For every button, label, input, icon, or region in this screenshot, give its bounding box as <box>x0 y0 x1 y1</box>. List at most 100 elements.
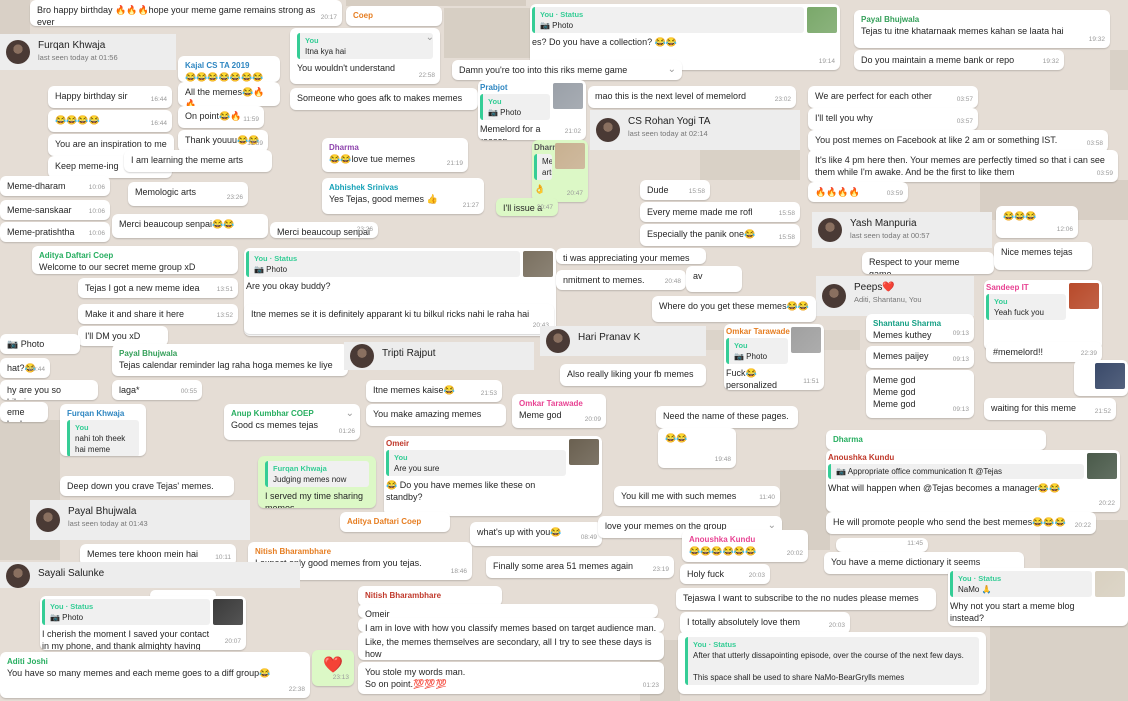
message-bubble[interactable]: Make it and share it here 13:52 <box>78 304 238 324</box>
message-bubble[interactable]: mao this is the next level of memelord 23… <box>588 86 796 108</box>
photo-thumbnail[interactable] <box>569 439 599 465</box>
message-bubble[interactable]: 😂😂😂😂 16:44 <box>48 110 172 132</box>
message-bubble[interactable]: Itne memes kaise😂 21:53 <box>366 380 502 402</box>
message-bubble[interactable]: Meme-pratishtha 10:06 <box>0 222 110 242</box>
message-bubble[interactable]: Finally some area 51 memes again 23:19 <box>486 556 674 578</box>
message-bubble[interactable]: Like, the memes themselves are secondary… <box>358 632 664 660</box>
message-bubble[interactable]: He will promote people who send the best… <box>826 512 1096 534</box>
quoted-message[interactable]: You nahi toh theek hai meme <box>67 420 139 456</box>
message-bubble[interactable]: Dharma Memologic arts 👌 20:47 <box>532 140 588 202</box>
photo-thumbnail[interactable] <box>1095 363 1125 389</box>
chat-header[interactable]: Furqan Khwaja last seen today at 01:56 <box>0 34 176 70</box>
message-bubble[interactable]: waiting for this meme 21:52 <box>984 398 1116 420</box>
message-bubble[interactable]: Someone who goes afk to makes memes <box>290 88 478 110</box>
message-bubble[interactable]: Itne memes se it is definitely apparant … <box>244 304 554 334</box>
chat-header[interactable]: CS Rohan Yogi TA last seen today at 02:14 <box>590 110 800 150</box>
message-bubble[interactable]: You post memes on Facebook at like 2 am … <box>808 130 1108 152</box>
message-bubble[interactable]: Omkar Tarawade Meme god 20:09 <box>512 394 606 428</box>
message-bubble[interactable]: Memologic arts 23:26 <box>128 182 248 206</box>
message-bubble[interactable]: Payal Bhujwala Tejas calendar reminder la… <box>112 344 348 376</box>
message-bubble[interactable]: Omeir You Are you sure 😂 Do you have memes … <box>384 436 602 516</box>
chat-header[interactable]: Yash Manpuria last seen today at 00:57 <box>812 212 992 248</box>
message-bubble[interactable]: You kill me with such memes 11:40 <box>614 486 780 506</box>
message-bubble[interactable]: We are perfect for each other 03:57 <box>808 86 978 108</box>
chevron-down-icon[interactable]: ⌄ <box>767 520 776 531</box>
message-bubble[interactable]: Omkar Tarawade You 📷 Photo Fuck😂 personaliz… <box>724 324 824 390</box>
message-bubble[interactable]: Happy birthday sir 16:44 <box>48 86 172 108</box>
message-bubble[interactable]: hy are you so hilarious <box>0 380 98 400</box>
photo-thumbnail[interactable] <box>1087 453 1117 479</box>
contact-avatar[interactable] <box>36 508 60 532</box>
chat-header[interactable]: Peeps❤️ Aditi, Shantanu, You <box>816 276 974 316</box>
chevron-down-icon[interactable]: ⌄ <box>425 32 434 43</box>
message-bubble[interactable]: You · Status 📷 Photo I cherish the moment … <box>40 596 246 650</box>
message-bubble[interactable]: You · Status NaMo 🙏 Why not you start a me… <box>948 568 1128 626</box>
message-bubble[interactable]: eme lord <box>0 402 48 422</box>
message-bubble[interactable]: Merci beaucoup senpai😂😂23:26 <box>270 222 378 238</box>
message-bubble[interactable]: You · Status 📷 Photo es? Do you have a col… <box>530 4 840 70</box>
message-bubble[interactable]: Payal Bhujwala Tejas tu itne khatarnaak m… <box>854 10 1110 48</box>
message-bubble[interactable]: #memelord!! 22:39 <box>986 342 1102 362</box>
photo-thumbnail[interactable] <box>1069 283 1099 309</box>
message-bubble[interactable]: Bro happy birthday 🔥🔥🔥hope your meme gam… <box>30 0 342 26</box>
message-bubble[interactable]: nmitment to memes. 20:48 <box>556 270 686 290</box>
message-bubble[interactable]: Aditya Daftari Coep <box>340 512 450 532</box>
message-bubble[interactable]: Memes tere khoon mein hai 10:11 <box>80 544 236 566</box>
message-bubble[interactable]: 😂😂😂 12:06 <box>996 206 1078 238</box>
message-bubble[interactable]: 11:45 <box>836 538 928 552</box>
contact-avatar[interactable] <box>6 40 30 64</box>
message-bubble[interactable]: I'll DM you xD <box>78 326 168 346</box>
contact-avatar[interactable] <box>822 284 846 308</box>
message-bubble[interactable]: ❤️ 23:13 <box>312 650 354 686</box>
message-bubble[interactable]: laga* 00:55 <box>112 380 202 400</box>
chat-header[interactable]: Payal Bhujwala last seen today at 01:43 <box>30 500 250 540</box>
message-bubble[interactable]: Aditi Joshi You have so many memes and ea… <box>0 652 310 698</box>
contact-avatar[interactable] <box>546 329 570 353</box>
message-bubble[interactable]: Dharma <box>826 430 1046 450</box>
message-bubble[interactable]: You stole my words man. So on point.💯💯💯 0… <box>358 662 664 694</box>
chevron-down-icon[interactable]: ⌄ <box>345 408 354 419</box>
message-bubble[interactable]: Shantanu Sharma Memes kuthey 09:13 <box>866 314 974 342</box>
photo-thumbnail[interactable] <box>791 327 821 353</box>
message-bubble[interactable] <box>1074 360 1128 396</box>
message-bubble[interactable]: Damn you're too into this riks meme game… <box>452 60 682 80</box>
quoted-message[interactable]: You 📷 Photo <box>726 338 788 364</box>
message-bubble[interactable]: 📷 Photo <box>0 334 80 354</box>
message-bubble[interactable]: av <box>686 266 742 292</box>
quoted-message[interactable]: You Yeah fuck you <box>986 294 1066 320</box>
message-bubble[interactable]: You Itna kya hai You wouldn't understand 22… <box>290 28 440 84</box>
message-bubble[interactable]: 😂😂 19:48 <box>658 428 736 468</box>
message-bubble[interactable]: Abhishek Srinivas Yes Tejas, good memes 👍… <box>322 178 484 214</box>
message-bubble[interactable]: I totally absolutely love them 20:03 <box>680 612 850 634</box>
message-bubble[interactable]: Thank youuu😂😂 11:59 <box>178 130 268 152</box>
message-bubble[interactable]: Also really liking your fb memes <box>560 364 706 386</box>
message-bubble[interactable]: I am learning the meme arts <box>124 150 272 172</box>
message-bubble[interactable]: Memes paijey 09:13 <box>866 346 974 368</box>
quoted-message[interactable]: 📷 Appropriate office communication ft @T… <box>828 464 1084 479</box>
message-bubble[interactable]: Deep down you crave Tejas' memes. <box>60 476 234 496</box>
message-bubble[interactable]: Every meme made me rofl 15:58 <box>640 202 800 222</box>
message-bubble[interactable]: Merci beaucoup senpai😂😂 <box>112 214 268 238</box>
message-bubble[interactable]: Meme god Meme god Meme god 09:13 <box>866 370 974 418</box>
message-bubble[interactable]: Do you maintain a meme bank or repo 19:32 <box>854 50 1064 70</box>
chat-header[interactable]: Tripti Rajput <box>344 342 534 370</box>
photo-thumbnail[interactable] <box>1095 571 1125 597</box>
message-bubble[interactable]: Where do you get these memes😂😂 <box>652 296 816 322</box>
photo-thumbnail[interactable] <box>555 143 585 169</box>
contact-avatar[interactable] <box>596 118 620 142</box>
quoted-message[interactable]: You Itna kya hai <box>297 33 433 59</box>
message-bubble[interactable]: I'll issue a certificate20:47 <box>496 198 558 216</box>
photo-thumbnail[interactable] <box>523 251 553 277</box>
contact-avatar[interactable] <box>350 344 374 368</box>
message-bubble[interactable]: Furqan Khwaja Judging memes now I served m… <box>258 456 376 508</box>
message-bubble[interactable]: 🔥🔥🔥🔥 03:59 <box>808 182 908 202</box>
quoted-message[interactable]: You · Status 📷 Photo <box>42 599 210 625</box>
message-bubble[interactable]: Anoushka Kundu 📷 Appropriate office commu… <box>826 450 1120 512</box>
message-bubble[interactable]: Meme-sanskaar 10:06 <box>0 200 110 220</box>
quoted-message[interactable]: Memologic arts <box>534 154 552 180</box>
message-bubble[interactable]: All the memes😂🔥🔥 <box>178 82 280 106</box>
message-bubble[interactable]: Omeir <box>358 604 658 618</box>
message-bubble[interactable]: Anoushka Kundu 😂😂😂😂😂😂 20:02 <box>682 530 808 562</box>
message-bubble[interactable]: Aditya Daftari Coep Welcome to our secret… <box>32 246 238 274</box>
